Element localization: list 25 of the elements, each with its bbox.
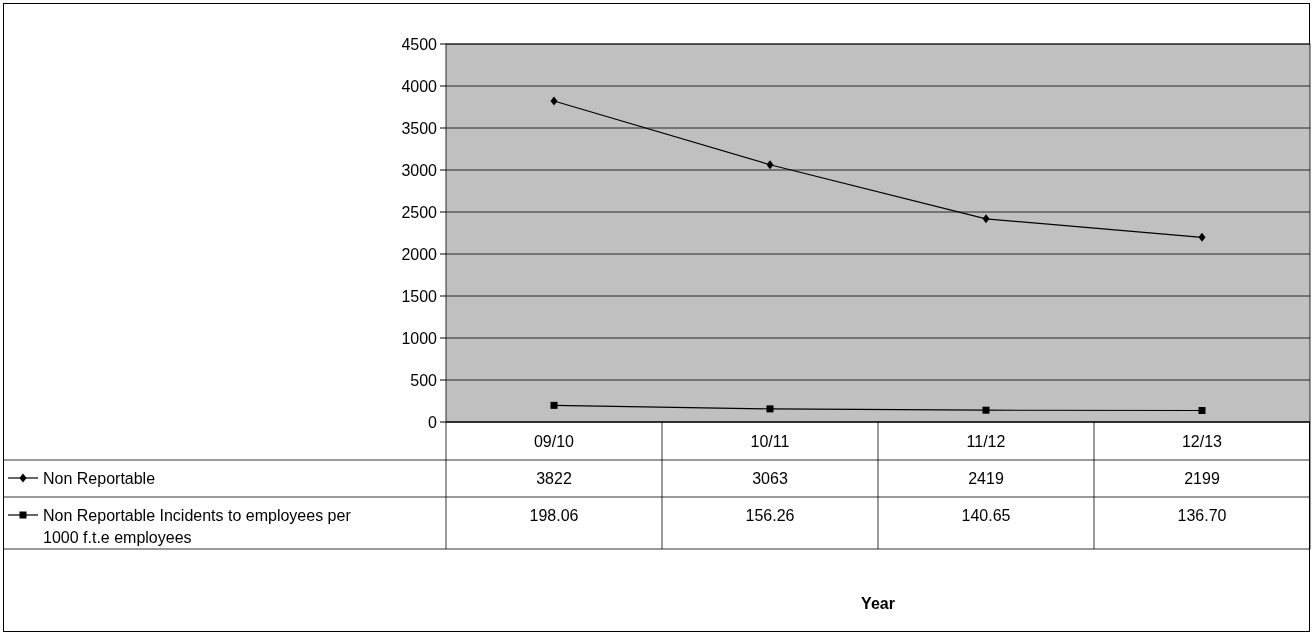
data-label: 3822 [536, 470, 572, 487]
x-tick-label: 11/12 [966, 433, 1006, 450]
legend-label: Non Reportable [43, 470, 156, 487]
y-tick-label: 4000 [401, 78, 438, 95]
x-tick-label: 10/11 [750, 433, 790, 450]
data-label: 2419 [968, 470, 1004, 487]
data-label: 140.65 [961, 507, 1011, 524]
y-tick-label: 0 [428, 414, 438, 431]
data-label: 2199 [1184, 470, 1220, 487]
data-label: 156.26 [745, 507, 795, 524]
x-tick-label: 09/10 [533, 433, 575, 450]
data-label: 136.70 [1177, 507, 1227, 524]
data-label: 3063 [752, 470, 788, 487]
y-tick-label: 3000 [401, 162, 438, 179]
y-tick-label: 500 [410, 372, 438, 389]
y-tick-label: 2000 [401, 246, 438, 263]
x-tick-label: 12/13 [1181, 433, 1223, 450]
y-tick-label: 4500 [401, 36, 438, 53]
data-label: 198.06 [529, 507, 579, 524]
y-tick-label: 2500 [401, 204, 438, 221]
legend-label: Non Reportable Incidents to employees per 1000 f.t.e employees [43, 507, 352, 546]
y-tick-label: 3500 [401, 120, 438, 137]
y-tick-label: 1000 [401, 330, 438, 347]
text: Year [861, 595, 895, 612]
y-tick-label: 1500 [401, 288, 438, 305]
